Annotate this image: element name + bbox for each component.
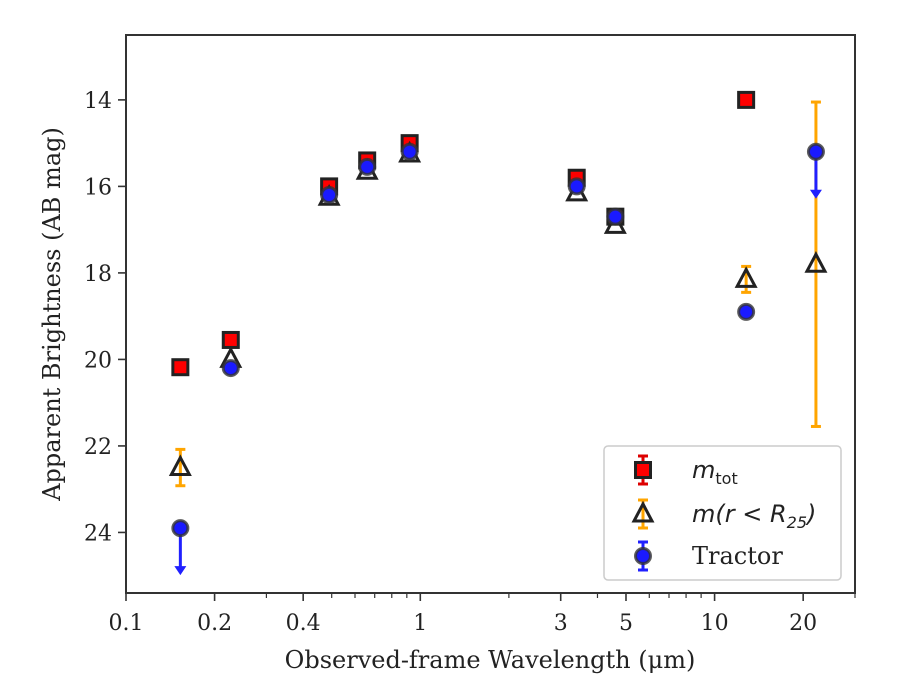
x-tick-label: 1 bbox=[413, 611, 427, 636]
y-tick-label: 22 bbox=[84, 435, 112, 460]
upper-limit-arrowhead bbox=[809, 189, 822, 199]
square-marker bbox=[221, 330, 240, 349]
x-tick-label: 20 bbox=[789, 611, 817, 636]
y-tick-label: 14 bbox=[84, 89, 112, 114]
legend-label: mtot bbox=[692, 456, 738, 488]
upper-limit-arrowhead bbox=[174, 566, 187, 576]
markers-layer bbox=[168, 90, 828, 538]
circle-marker bbox=[358, 157, 377, 176]
y-axis-label: Apparent Brightness (AB mag) bbox=[38, 127, 66, 502]
legend: mtot m(r < R25) Tractor bbox=[603, 445, 842, 581]
x-tick-label: 0.1 bbox=[109, 611, 144, 636]
circle-marker bbox=[171, 519, 190, 538]
legend-box bbox=[603, 445, 842, 581]
y-tick-label: 18 bbox=[84, 262, 112, 287]
triangle-marker-legend bbox=[631, 500, 655, 523]
y-tick-label: 16 bbox=[84, 175, 112, 200]
circle-marker-legend bbox=[634, 547, 652, 565]
circle-marker bbox=[567, 177, 586, 196]
legend-label: m(r < R25) bbox=[692, 500, 816, 532]
circle-marker bbox=[400, 142, 419, 161]
triangle-marker bbox=[734, 266, 758, 288]
triangle-marker bbox=[804, 251, 828, 273]
x-axis-label: Observed-frame Wavelength (μm) bbox=[285, 646, 696, 674]
plot-frame bbox=[125, 34, 856, 594]
y-tick-label: 24 bbox=[84, 521, 112, 546]
circle-marker bbox=[737, 302, 756, 321]
square-marker bbox=[171, 358, 190, 377]
y-tick-label: 20 bbox=[84, 348, 112, 373]
circle-marker bbox=[806, 142, 825, 161]
legend-label: Tractor bbox=[692, 542, 783, 570]
x-tick-label: 3 bbox=[554, 611, 568, 636]
x-tick-label: 10 bbox=[701, 611, 729, 636]
ticks-layer: 0.1 0.2 0.4 1 3 5 10 20 14 16 18 20 22 24 bbox=[84, 89, 856, 636]
square-marker bbox=[737, 90, 756, 109]
x-tick-label: 0.2 bbox=[197, 611, 232, 636]
square-marker-legend bbox=[634, 461, 652, 479]
x-tick-label: 0.4 bbox=[286, 611, 321, 636]
triangle-marker bbox=[168, 454, 192, 477]
circle-marker bbox=[606, 207, 625, 226]
circle-marker bbox=[320, 186, 339, 205]
circle-marker bbox=[221, 359, 240, 378]
x-tick-label: 5 bbox=[619, 611, 633, 636]
